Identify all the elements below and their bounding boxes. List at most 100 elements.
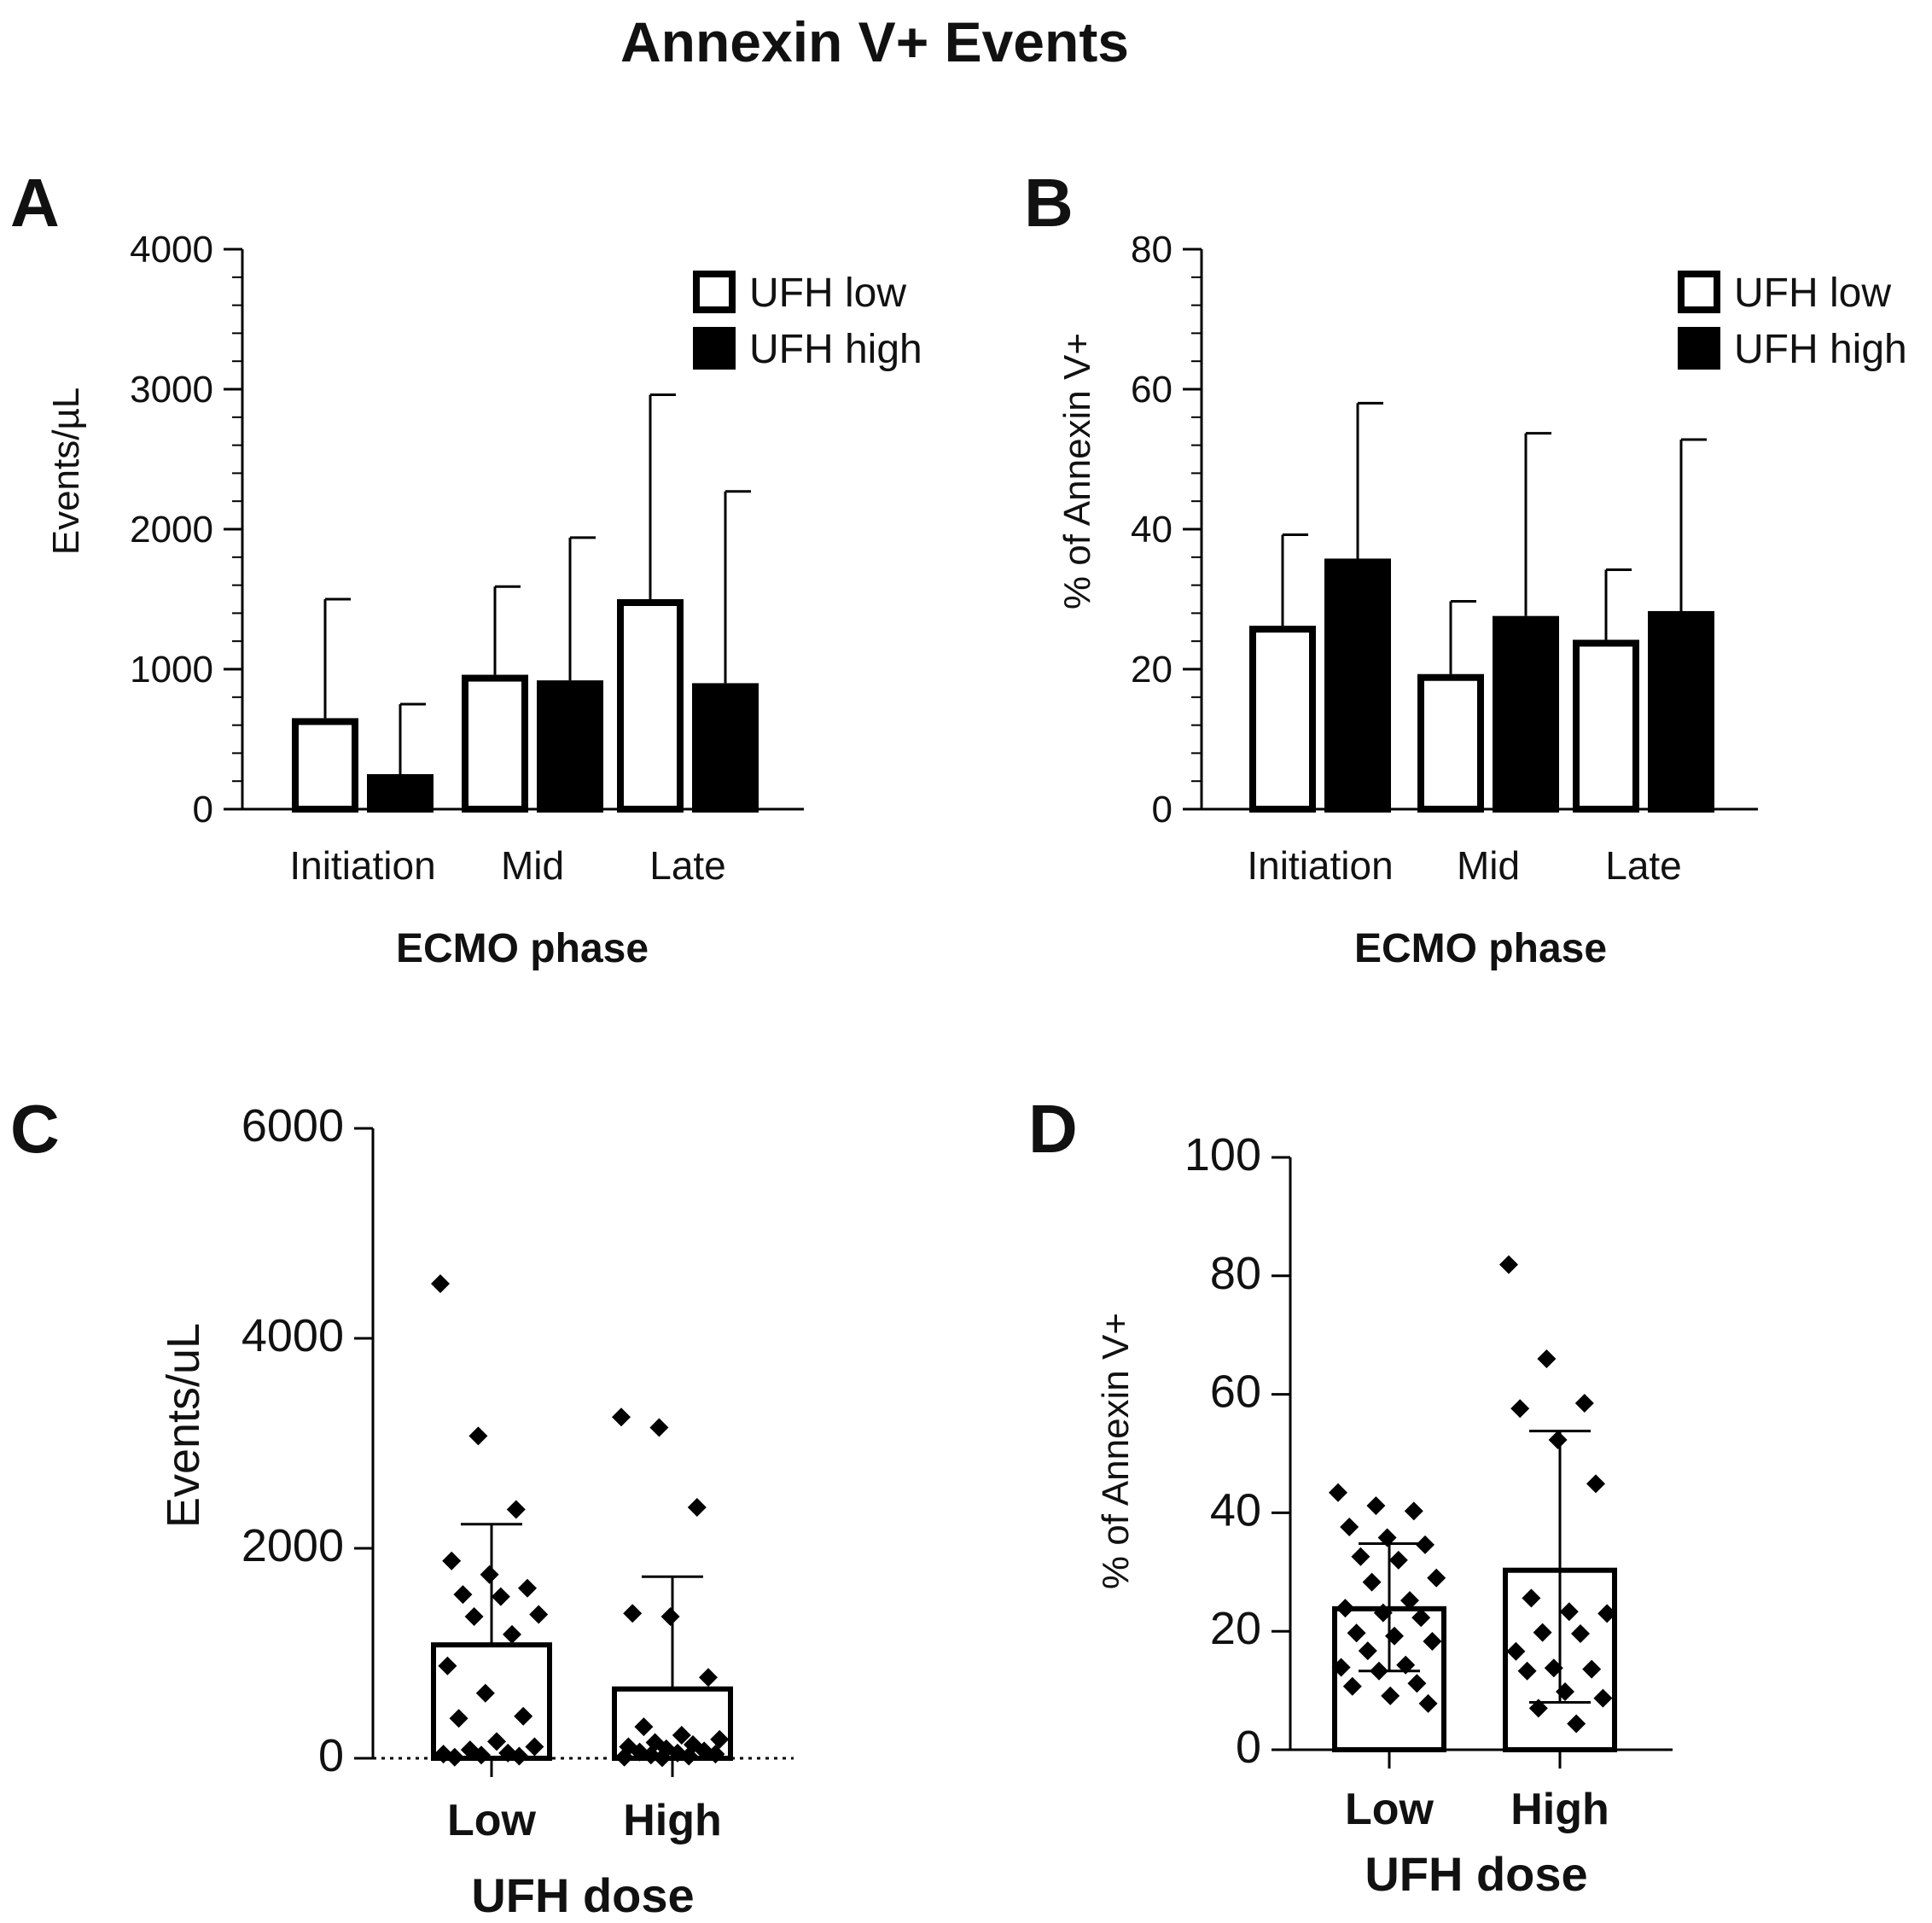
panel-d-data-point bbox=[1597, 1604, 1617, 1623]
panel-c: C Events/uL UFH dose 0 2000 4000 6000 Low Hig… bbox=[10, 1091, 794, 1922]
panel-d-data-point bbox=[1556, 1681, 1574, 1701]
panel-c-letter: C bbox=[10, 1091, 60, 1167]
panel-d-data-point bbox=[1582, 1659, 1602, 1679]
panel-d-data-point bbox=[1559, 1602, 1579, 1622]
panel-d-data-point bbox=[1510, 1399, 1530, 1419]
panel-d-y-tick-label: 60 bbox=[1210, 1366, 1261, 1418]
panel-b-category-label: Late bbox=[1605, 843, 1682, 888]
panel-c-data-point bbox=[514, 1706, 533, 1726]
panel-c-data-point bbox=[449, 1709, 468, 1728]
panel-b-category-label: Initiation bbox=[1247, 843, 1393, 888]
panel-d-data-point bbox=[1427, 1568, 1446, 1588]
panel-d-y-tick-label: 40 bbox=[1210, 1484, 1261, 1535]
panel-a-y-tick-label: 4000 bbox=[130, 229, 213, 271]
panel-d-data-point bbox=[1377, 1528, 1397, 1547]
panel-d-data-point bbox=[1533, 1623, 1552, 1642]
panel-d-y-tick-label: 0 bbox=[1236, 1722, 1261, 1773]
panel-c-data-point bbox=[623, 1604, 643, 1623]
panel-c-data-point bbox=[699, 1668, 718, 1687]
panel-b-y-tick-label: 40 bbox=[1131, 509, 1173, 551]
panel-b-y-tick-label: 60 bbox=[1131, 369, 1173, 411]
panel-b-bar-ufh-low bbox=[1417, 673, 1484, 813]
panel-b-bar-ufh-low bbox=[1249, 626, 1316, 813]
panel-b-bar-ufh-high bbox=[1493, 615, 1559, 813]
panel-c-data-point bbox=[503, 1624, 521, 1644]
panel-d-category-label: Low bbox=[1345, 1785, 1434, 1834]
panel-d-data-point bbox=[1358, 1641, 1377, 1661]
panel-d: D % of Annexin V+ UFH dose 0 20 40 60 80 100 L… bbox=[1028, 1091, 1673, 1901]
panel-a-category-label: Late bbox=[649, 843, 726, 888]
panel-c-data-point bbox=[472, 1745, 491, 1765]
panel-d-data-point bbox=[1336, 1599, 1355, 1618]
panel-d-data-point bbox=[1362, 1572, 1382, 1592]
panel-c-data-point bbox=[491, 1587, 510, 1606]
panel-b-x-axis-title: ECMO phase bbox=[1354, 926, 1607, 971]
panel-d-data-point bbox=[1528, 1699, 1548, 1718]
panel-d-data-point bbox=[1548, 1431, 1568, 1450]
panel-d-data-point bbox=[1366, 1496, 1386, 1516]
panel-d-data-point bbox=[1574, 1394, 1594, 1413]
panel-d-data-point bbox=[1351, 1547, 1370, 1566]
panel-d-data-point bbox=[1373, 1603, 1393, 1623]
panel-b: B % of Annexin V+ ECMO phase 0 20 40 60 80 In… bbox=[1024, 165, 1907, 971]
panel-d-data-point bbox=[1499, 1255, 1518, 1274]
panel-c-data-point bbox=[445, 1747, 464, 1767]
panel-a-y-tick-label: 2000 bbox=[130, 509, 213, 551]
panel-c-data-point bbox=[653, 1748, 672, 1768]
panel-a-legend-swatch bbox=[693, 327, 736, 370]
panel-d-data-point bbox=[1537, 1349, 1557, 1368]
panel-a-legend-label: UFH low bbox=[749, 271, 906, 316]
panel-c-data-point bbox=[438, 1656, 457, 1675]
panel-a-letter: A bbox=[10, 165, 60, 241]
panel-b-bar-ufh-high bbox=[1648, 610, 1714, 813]
panel-c-data-point bbox=[442, 1551, 462, 1570]
panel-b-bar-ufh-high bbox=[1324, 558, 1391, 813]
panel-d-data-point bbox=[1517, 1661, 1537, 1681]
panel-d-data-point bbox=[1340, 1518, 1359, 1537]
panel-c-data-point bbox=[634, 1717, 654, 1737]
panel-d-data-point bbox=[1544, 1658, 1563, 1678]
panel-d-data-point bbox=[1571, 1623, 1590, 1643]
panel-d-data-point bbox=[1342, 1676, 1362, 1696]
panel-b-y-axis-title: % of Annexin V+ bbox=[1056, 333, 1098, 609]
panel-d-data-point bbox=[1418, 1693, 1438, 1713]
panel-a-x-axis-title: ECMO phase bbox=[396, 926, 649, 971]
panel-d-data-point bbox=[1329, 1483, 1347, 1502]
figure-title: Annexin V+ Events bbox=[620, 10, 1129, 73]
panel-c-data-point bbox=[525, 1737, 544, 1757]
panel-a-bar-ufh-low bbox=[292, 718, 358, 813]
panel-c-data-point bbox=[475, 1683, 495, 1703]
panel-b-legend-swatch bbox=[1678, 327, 1720, 370]
panel-c-data-point bbox=[506, 1500, 526, 1519]
panel-c-data-point bbox=[464, 1606, 484, 1626]
panel-d-data-point bbox=[1593, 1688, 1613, 1708]
panel-a: A Events/µL ECMO phase 0 1000 2000 3000 4000… bbox=[10, 165, 922, 971]
panel-c-data-point bbox=[672, 1725, 691, 1745]
panel-b-category-label: Mid bbox=[1457, 843, 1520, 888]
panel-d-data-point bbox=[1586, 1474, 1605, 1494]
panel-a-y-tick-label: 1000 bbox=[130, 649, 213, 691]
panel-d-y-tick-label: 80 bbox=[1210, 1248, 1261, 1299]
panel-a-y-tick-label: 0 bbox=[193, 789, 213, 830]
panel-c-x-axis-title: UFH dose bbox=[471, 1868, 694, 1922]
panel-d-data-point bbox=[1381, 1686, 1400, 1705]
panel-c-y-tick-label: 2000 bbox=[242, 1520, 344, 1571]
panel-c-data-point bbox=[431, 1274, 450, 1294]
panel-c-data-point bbox=[710, 1729, 730, 1749]
panel-d-data-point bbox=[1506, 1641, 1526, 1661]
panel-b-legend-label: UFH high bbox=[1734, 327, 1907, 372]
panel-c-data-point bbox=[679, 1746, 699, 1766]
panel-b-y-tick-label: 80 bbox=[1131, 229, 1173, 271]
panel-a-bar-ufh-high bbox=[692, 683, 759, 813]
panel-d-data-point bbox=[1411, 1608, 1431, 1628]
panel-d-data-point bbox=[1567, 1714, 1586, 1734]
panel-a-bar-ufh-low bbox=[617, 599, 684, 813]
panel-c-data-point bbox=[468, 1426, 488, 1446]
panel-a-legend-swatch bbox=[693, 271, 736, 313]
panel-b-legend-label: UFH low bbox=[1734, 271, 1891, 316]
panel-c-data-point bbox=[649, 1418, 669, 1437]
panel-d-data-point bbox=[1407, 1674, 1427, 1693]
panel-d-data-point bbox=[1388, 1550, 1408, 1570]
panel-c-y-axis-title: Events/uL bbox=[158, 1323, 209, 1528]
